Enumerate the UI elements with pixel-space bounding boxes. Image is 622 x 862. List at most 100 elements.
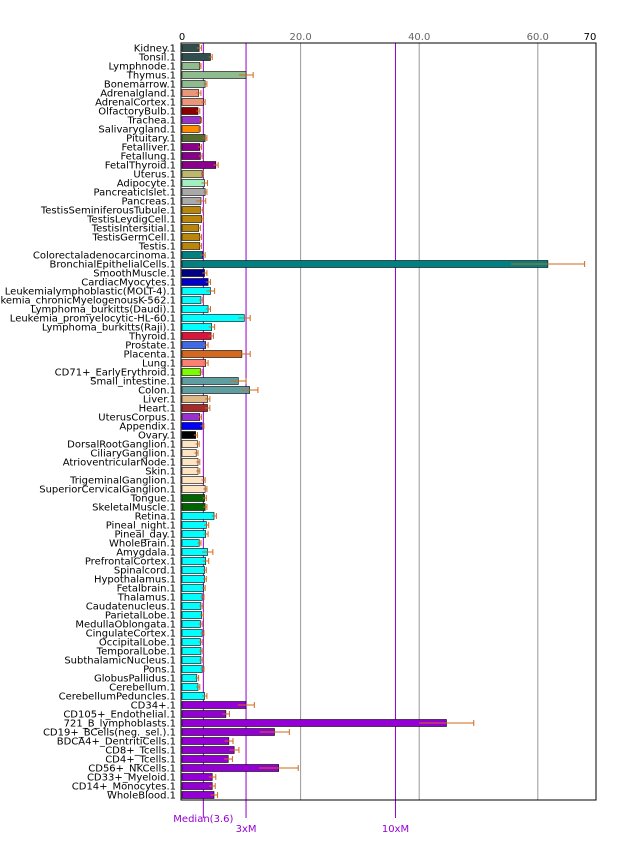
bar-59 bbox=[181, 575, 205, 583]
bar-54 bbox=[181, 530, 207, 538]
category-label-5: Adrenalgland.1 bbox=[100, 89, 176, 100]
bar-71 bbox=[181, 683, 199, 691]
bar-25 bbox=[181, 269, 205, 277]
category-label-61: Thalamus.1 bbox=[117, 593, 176, 604]
bar-55 bbox=[181, 539, 200, 547]
category-label-26: CardiacMyocytes.1 bbox=[81, 278, 176, 289]
bar-22 bbox=[181, 242, 201, 250]
category-label-43: Ovary.1 bbox=[138, 431, 176, 442]
category-label-28: Leukemia_chronicMyelogenousK-562.1 bbox=[0, 296, 176, 307]
bar-75 bbox=[181, 719, 447, 727]
x-tick-label-2: 40.0 bbox=[408, 32, 430, 43]
bar-62 bbox=[181, 602, 202, 610]
bar-26 bbox=[181, 278, 209, 286]
reference-label-1: 3xM bbox=[236, 824, 257, 835]
category-label-7: OlfactoryBulb.1 bbox=[98, 107, 176, 118]
category-label-64: MedullaOblongata.1 bbox=[75, 620, 176, 631]
bar-65 bbox=[181, 629, 203, 637]
category-label-31: Lymphoma_burkitts(Raji).1 bbox=[42, 323, 176, 334]
bar-52 bbox=[181, 512, 215, 520]
bar-34 bbox=[181, 350, 243, 358]
bar-66 bbox=[181, 638, 201, 646]
bar-0 bbox=[181, 44, 200, 52]
bar-9 bbox=[181, 125, 200, 133]
category-label-73: CD34+.1 bbox=[131, 701, 176, 712]
bar-64 bbox=[181, 620, 201, 628]
category-label-58: Spinalcord.1 bbox=[114, 566, 176, 577]
category-label-78: CD8+_Tcells.1 bbox=[105, 746, 176, 757]
category-label-83: WholeBlood.1 bbox=[107, 791, 176, 802]
category-label-52: Retina.1 bbox=[135, 512, 176, 523]
plot-frame bbox=[180, 42, 597, 801]
bar-79 bbox=[181, 755, 229, 763]
category-label-2: Lymphnode.1 bbox=[109, 62, 177, 73]
category-label-57: PrefrontalCortex.1 bbox=[85, 557, 176, 568]
grid-lines bbox=[300, 43, 539, 800]
bar-13 bbox=[181, 161, 217, 169]
category-label-76: CD19+_BCells(neg._sel.).1 bbox=[43, 728, 176, 739]
category-label-63: ParietalLobe.1 bbox=[105, 611, 176, 622]
category-label-47: Skin.1 bbox=[145, 467, 176, 478]
category-label-8: Trachea.1 bbox=[126, 116, 176, 127]
category-label-1: Tonsil.1 bbox=[138, 53, 176, 64]
bar-2 bbox=[181, 62, 201, 70]
category-label-51: SkeletalMuscle.1 bbox=[92, 503, 176, 514]
bar-46 bbox=[181, 458, 199, 466]
bar-70 bbox=[181, 674, 198, 682]
category-label-65: CingulateCortex.1 bbox=[86, 629, 176, 640]
category-label-22: Testis.1 bbox=[138, 242, 176, 253]
bar-63 bbox=[181, 611, 202, 619]
bar-50 bbox=[181, 494, 205, 502]
category-label-34: Placenta.1 bbox=[123, 350, 176, 361]
bar-38 bbox=[181, 386, 250, 394]
bar-6 bbox=[181, 98, 204, 106]
category-label-24: BronchialEpithelialCells.1 bbox=[50, 260, 177, 271]
category-label-36: CD71+_EarlyErythroid.1 bbox=[55, 368, 176, 379]
category-label-27: Leukemialymphoblastic(MOLT-4).1 bbox=[5, 287, 176, 298]
category-label-37: Small_intestine.1 bbox=[90, 377, 176, 388]
bar-74 bbox=[181, 710, 227, 718]
bar-32 bbox=[181, 332, 212, 340]
category-label-72: CerebellumPeduncles.1 bbox=[59, 692, 176, 703]
category-label-13: FetalThyroid.1 bbox=[105, 161, 176, 172]
category-label-70: GlobusPallidus.1 bbox=[94, 674, 176, 685]
bar-19 bbox=[181, 215, 202, 223]
category-label-79: CD4+_Tcells.1 bbox=[105, 755, 176, 766]
category-label-20: TestisIntersitial.1 bbox=[91, 224, 176, 235]
category-labels: Kidney.1Tonsil.1Lymphnode.1Thymus.1Bonem… bbox=[0, 44, 176, 802]
bar-4 bbox=[181, 80, 206, 88]
bar-82 bbox=[181, 782, 213, 790]
bar-77 bbox=[181, 737, 230, 745]
category-label-11: Fetalliver.1 bbox=[121, 143, 176, 154]
category-label-23: Colorectaladenocarcinoma.1 bbox=[33, 251, 176, 262]
category-label-56: Amygdala.1 bbox=[116, 548, 176, 559]
category-label-14: Uterus.1 bbox=[133, 170, 176, 181]
category-label-0: Kidney.1 bbox=[134, 44, 176, 55]
bar-45 bbox=[181, 449, 197, 457]
bar-39 bbox=[181, 395, 208, 403]
bar-11 bbox=[181, 143, 201, 151]
x-tick-label-4: 70 bbox=[584, 32, 597, 43]
bar-51 bbox=[181, 503, 206, 511]
category-label-54: Pineal_day.1 bbox=[115, 530, 177, 541]
bar-15 bbox=[181, 179, 205, 187]
category-label-39: Liver.1 bbox=[143, 395, 176, 406]
category-label-35: Lung.1 bbox=[142, 359, 176, 370]
category-label-30: Leukemia_promyelocytic-HL-60.1 bbox=[10, 314, 176, 325]
category-label-17: Pancreas.1 bbox=[122, 197, 176, 208]
category-label-6: AdrenalCortex.1 bbox=[95, 98, 176, 109]
bar-83 bbox=[181, 791, 215, 799]
category-label-44: DorsalRootGanglion.1 bbox=[67, 440, 176, 451]
bar-72 bbox=[181, 692, 205, 700]
category-label-66: OccipitalLobe.1 bbox=[99, 638, 176, 649]
x-tick-label-1: 20.0 bbox=[289, 32, 311, 43]
bar-40 bbox=[181, 404, 208, 412]
bar-43 bbox=[181, 431, 196, 439]
bar-49 bbox=[181, 485, 206, 493]
category-label-75: 721_B_lymphoblasts.1 bbox=[64, 719, 176, 730]
bar-7 bbox=[181, 107, 199, 115]
category-label-9: Salivarygland.1 bbox=[98, 125, 176, 136]
bar-81 bbox=[181, 773, 213, 781]
bar-20 bbox=[181, 224, 199, 232]
category-label-16: PancreaticIslet.1 bbox=[94, 188, 176, 199]
